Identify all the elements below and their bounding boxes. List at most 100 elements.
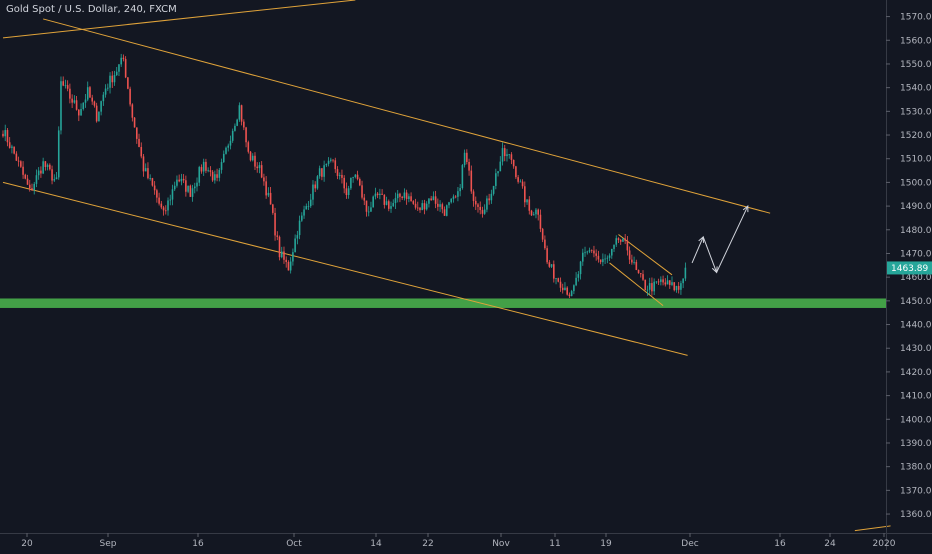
candle-body — [100, 101, 102, 112]
candle-body — [133, 117, 136, 128]
candle-body — [434, 196, 437, 204]
candle-body — [488, 198, 490, 201]
candle-body — [385, 201, 388, 205]
candle-body — [258, 165, 261, 169]
candle-body — [553, 264, 555, 279]
candle-body — [648, 283, 651, 290]
candle-body — [671, 282, 673, 285]
candle-body — [251, 155, 254, 161]
candle-body — [510, 154, 513, 160]
candle-body — [8, 142, 11, 148]
candle-body — [276, 235, 279, 237]
candle-body — [521, 181, 524, 187]
candle-body — [470, 170, 473, 192]
price-tick-label: 1480.00 — [900, 226, 932, 236]
candle-body — [169, 199, 172, 201]
time-tick-label: 20 — [21, 539, 33, 549]
price-tick-label: 1490.00 — [900, 202, 932, 212]
candle-body — [222, 153, 225, 163]
candle-body — [597, 255, 600, 260]
projection-segment — [691, 236, 704, 264]
price-tick-label: 1430.00 — [900, 344, 932, 354]
candle-body — [240, 105, 243, 122]
candle-body — [37, 170, 40, 176]
candle-body — [40, 170, 42, 174]
candle-body — [151, 178, 154, 186]
candle-body — [568, 294, 571, 297]
candle-body — [425, 203, 428, 210]
price-tick-label: 1540.00 — [900, 84, 932, 94]
candle-body — [367, 211, 370, 213]
candle-body — [191, 188, 194, 197]
candle-body — [372, 196, 374, 208]
candle-body — [359, 179, 361, 186]
candle-body — [274, 212, 276, 236]
candle-body — [332, 159, 334, 161]
candle-body — [294, 238, 296, 253]
candle-body — [613, 244, 615, 249]
candle-body — [341, 174, 343, 178]
candle-body — [140, 146, 143, 157]
candle-body — [2, 133, 4, 137]
candle-body — [666, 280, 669, 285]
candle-body — [490, 193, 493, 201]
candle-body — [4, 130, 7, 137]
candle-body — [178, 179, 180, 182]
candle-body — [149, 178, 151, 179]
candle-body — [303, 209, 305, 216]
price-tick-label: 1440.00 — [900, 321, 932, 331]
candle-body — [89, 87, 91, 98]
candle-body — [530, 210, 533, 216]
candle-body — [307, 206, 310, 207]
candle-body — [644, 279, 647, 291]
candle-body — [387, 201, 390, 209]
candle-body — [584, 252, 586, 254]
candle-body — [439, 204, 441, 207]
candle-body — [392, 203, 395, 207]
candle-body — [675, 286, 678, 291]
candle-body — [628, 250, 631, 260]
candle-body — [646, 289, 649, 291]
candle-body — [457, 191, 459, 197]
candle-body — [164, 210, 167, 212]
candle-body — [535, 209, 537, 215]
candle-body — [619, 239, 622, 242]
candle-body — [544, 239, 546, 249]
candle-body — [461, 165, 464, 189]
candle-body — [450, 198, 453, 203]
candle-body — [301, 215, 303, 221]
candle-body — [289, 261, 292, 271]
price-tick-label: 1530.00 — [900, 107, 932, 117]
candle-body — [120, 57, 122, 65]
candle-body — [33, 183, 36, 191]
candle-body — [75, 100, 78, 110]
price-tick-label: 1360.00 — [900, 510, 932, 520]
candle-body — [55, 177, 58, 180]
candle-body — [35, 175, 38, 184]
candle-body — [263, 177, 265, 182]
candle-body — [336, 169, 339, 176]
candle-body — [136, 127, 138, 139]
candle-body — [445, 205, 448, 216]
support-zone-layer — [0, 298, 886, 308]
candle-body — [528, 199, 531, 211]
time-tick-label: Dec — [681, 539, 698, 549]
candle-body — [662, 279, 664, 283]
candle-body — [508, 154, 511, 156]
candle-body — [639, 273, 642, 275]
candle-body — [573, 285, 575, 292]
candle-body — [365, 200, 368, 212]
candle-body — [432, 196, 435, 201]
candle-body — [205, 161, 207, 171]
candle-body — [416, 207, 419, 209]
trendline-long-term-support-top — [2, 0, 356, 39]
candle-body — [211, 171, 214, 181]
candle-body — [153, 185, 156, 191]
candle-body — [412, 201, 415, 204]
projection-segment — [716, 205, 749, 273]
candle-body — [71, 98, 73, 103]
candle-body — [6, 130, 9, 143]
candle-body — [229, 140, 232, 146]
candle-body — [66, 85, 69, 89]
